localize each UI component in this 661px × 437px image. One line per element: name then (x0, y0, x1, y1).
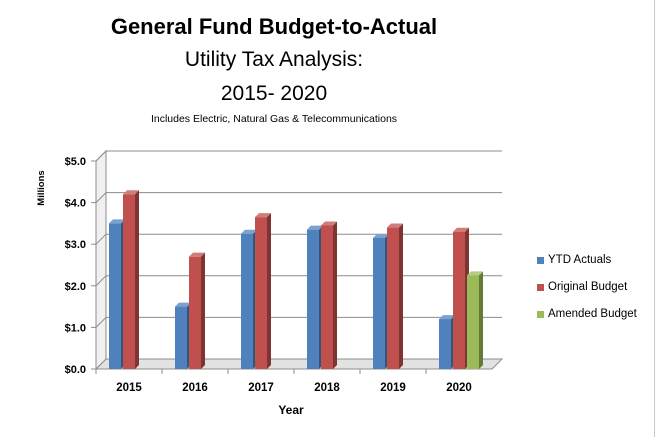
bar-front (453, 231, 465, 369)
bar-top (307, 225, 323, 230)
legend-swatch (537, 256, 544, 264)
bar-amended-budget-2020 (467, 271, 483, 369)
bar-front (307, 229, 319, 369)
bar-side (479, 271, 483, 369)
chart-title: General Fund Budget-to-Actual (110, 14, 438, 39)
bar-ytd-actuals-2020 (439, 315, 455, 369)
bar-front (189, 256, 201, 369)
bar-original-budget-2018 (321, 221, 337, 369)
bar-front (439, 319, 451, 369)
bar-front (373, 237, 385, 369)
gridline (95, 275, 502, 287)
bar-top (123, 190, 139, 195)
bar-top (439, 315, 455, 320)
bar-front (175, 306, 187, 369)
plot-side-wall (95, 149, 107, 371)
bar-ytd-actuals-2018 (307, 225, 323, 369)
bar-front (123, 194, 135, 369)
chart-subtitle-line1: Utility Tax Analysis: (184, 48, 364, 71)
x-axis-label: Year (278, 403, 304, 417)
bar-ytd-actuals-2017 (241, 229, 257, 369)
x-tick-label: 2019 (380, 382, 406, 394)
bar-front (387, 227, 399, 369)
bar-original-budget-2015 (123, 190, 139, 369)
bar-top (241, 229, 257, 234)
bar-side (267, 213, 271, 369)
legend-item-original-budget: Original Budget (537, 279, 637, 295)
y-tick-label: $0.0 (65, 364, 86, 376)
bar-front (321, 225, 333, 369)
bar-top (321, 221, 337, 226)
bar-ytd-actuals-2015 (109, 219, 125, 369)
legend-swatch (537, 310, 544, 318)
bar-side (201, 252, 205, 369)
x-tick-label: 2018 (314, 382, 340, 394)
gridline (95, 233, 502, 245)
chart-note: Includes Electric, Natural Gas & Telecom… (150, 113, 398, 125)
chart-subtitle-line2: 2015- 2020 (220, 82, 328, 105)
x-tick-label: 2016 (182, 382, 208, 394)
legend-label: YTD Actuals (548, 254, 612, 266)
y-tick-label: $1.0 (65, 322, 86, 334)
gridline (95, 316, 502, 328)
bar-original-budget-2020 (453, 227, 469, 369)
bar-front (255, 217, 267, 369)
gridline (95, 192, 502, 203)
bar-top (453, 227, 469, 232)
y-tick-label: $4.0 (65, 198, 86, 210)
legend-item-ytd-actuals: YTD Actuals (537, 252, 637, 268)
x-tick-label: 2017 (248, 382, 274, 394)
bar-ytd-actuals-2016 (175, 302, 191, 369)
bar-top (189, 252, 205, 257)
bar-side (399, 223, 403, 369)
y-tick-label: $2.0 (65, 281, 86, 293)
bar-top (175, 302, 191, 307)
bar-original-budget-2017 (255, 213, 271, 369)
bar-front (109, 223, 121, 369)
bar-side (333, 221, 337, 369)
bar-top (109, 219, 125, 224)
bar-side (135, 190, 139, 369)
y-tick-label: $3.0 (65, 239, 86, 251)
gridline (95, 150, 502, 162)
bar-top (467, 271, 483, 276)
bar-ytd-actuals-2019 (373, 233, 389, 369)
y-axis-label: Millions (36, 170, 47, 205)
x-tick-label: 2020 (446, 382, 472, 394)
bar-top (373, 233, 389, 238)
legend-label: Original Budget (548, 281, 628, 293)
bar-front (241, 233, 253, 369)
chart-legend: YTD Actuals Original Budget Amended Budg… (537, 252, 637, 333)
bar-top (255, 213, 271, 218)
bar-original-budget-2019 (387, 223, 403, 369)
y-tick-label: $5.0 (65, 156, 86, 168)
legend-label: Amended Budget (548, 308, 637, 320)
legend-swatch (537, 283, 544, 291)
legend-item-amended-budget: Amended Budget (537, 306, 637, 322)
x-tick-label: 2015 (116, 382, 142, 394)
bar-top (387, 223, 403, 228)
frame-border (654, 0, 655, 437)
bar-front (467, 275, 479, 369)
bar-original-budget-2016 (189, 252, 205, 369)
